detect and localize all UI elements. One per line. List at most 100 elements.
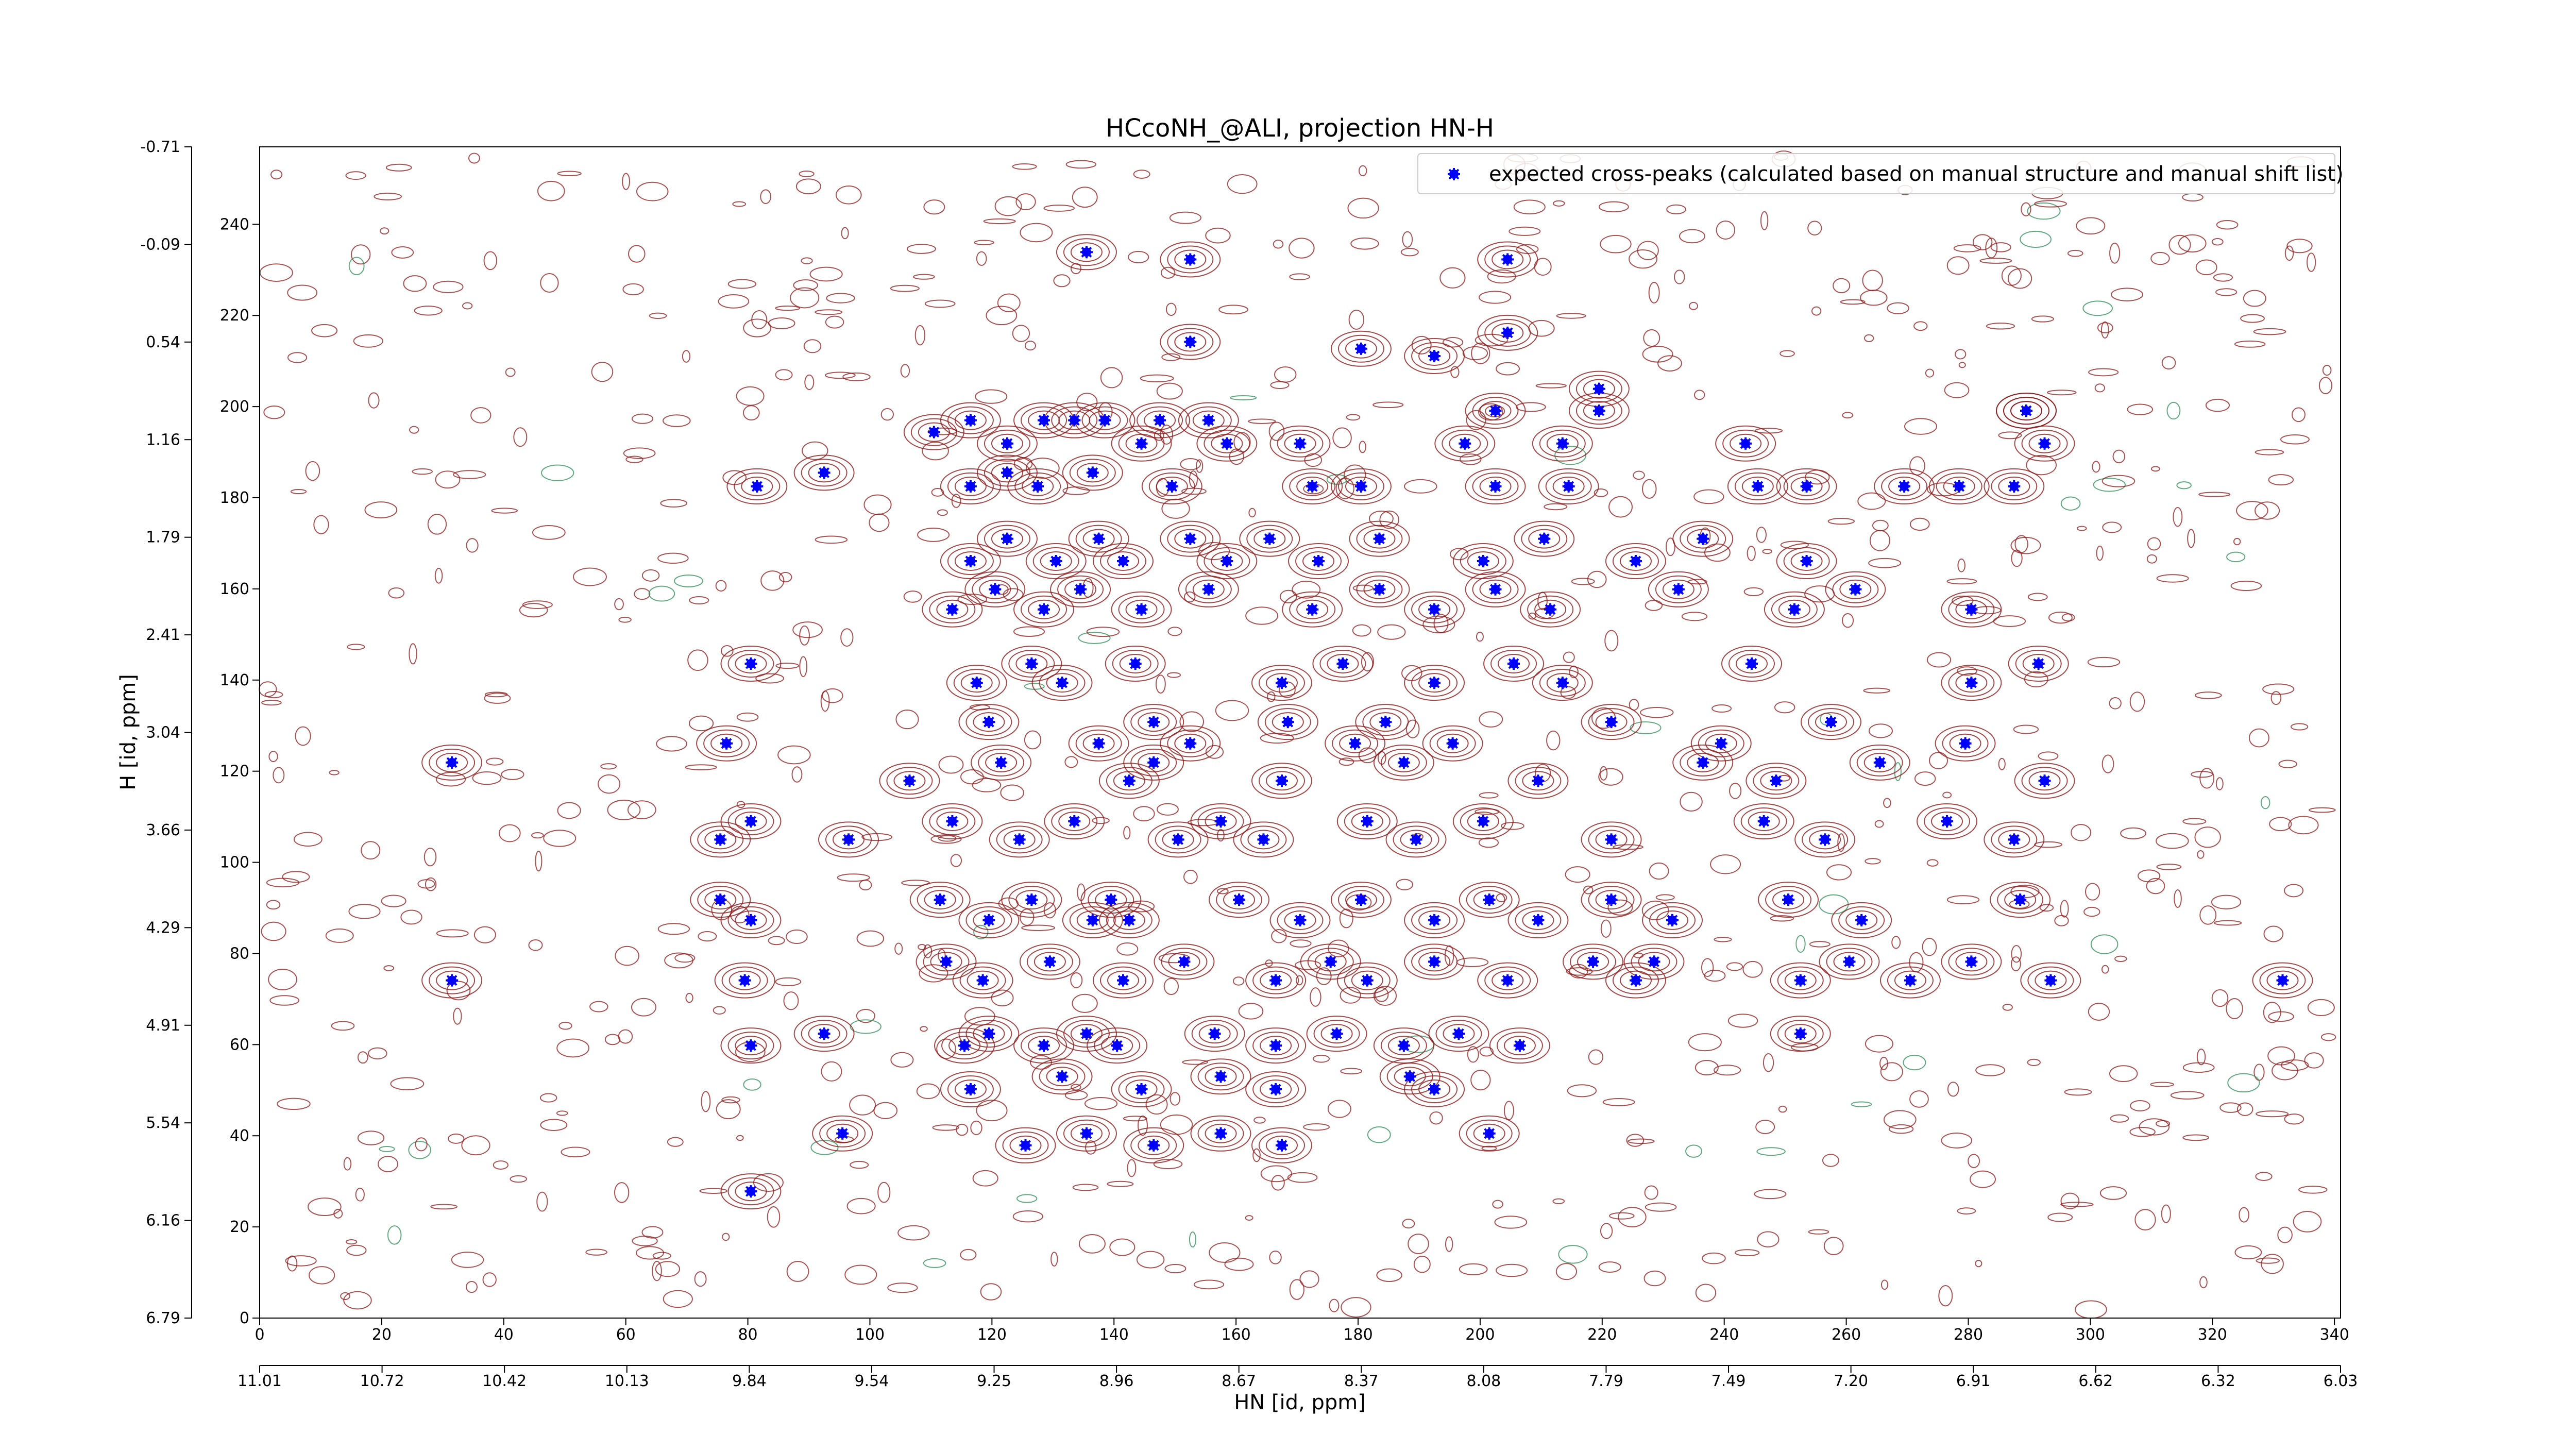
cross-peak-marker bbox=[1965, 603, 1978, 616]
noise-contour bbox=[957, 594, 988, 605]
noise-contour bbox=[2198, 492, 2231, 497]
noise-contour bbox=[983, 218, 1016, 224]
noise-contour bbox=[1795, 935, 1806, 953]
noise-contour bbox=[2194, 691, 2222, 699]
cross-peak-marker bbox=[1544, 603, 1557, 616]
peak-contour bbox=[1411, 595, 1458, 623]
noise-contour bbox=[2112, 449, 2126, 463]
noise-contour bbox=[1339, 908, 1353, 929]
y-tick-label: 140 bbox=[220, 671, 249, 689]
peak-contour bbox=[1588, 886, 1635, 914]
noise-contour bbox=[1865, 858, 1881, 865]
noise-contour bbox=[436, 929, 469, 938]
noise-contour bbox=[1347, 197, 1379, 219]
peak-contour bbox=[2021, 429, 2068, 458]
peak-contour bbox=[936, 599, 969, 619]
noise-contour bbox=[2182, 1134, 2210, 1141]
y-tick-label: 220 bbox=[220, 307, 249, 325]
peak-contour bbox=[1265, 673, 1298, 693]
noise-contour bbox=[1086, 627, 1120, 637]
peak-contour bbox=[1369, 712, 1402, 732]
peak-contour bbox=[1728, 649, 1775, 678]
noise-contour bbox=[1957, 1207, 1976, 1214]
peak-contour bbox=[1075, 525, 1122, 553]
peak-contour bbox=[1123, 744, 1184, 781]
noise-contour bbox=[541, 464, 574, 481]
cross-peak-marker bbox=[2014, 893, 2027, 906]
x-tick-label: 6.62 bbox=[2078, 1372, 2113, 1390]
noise-contour bbox=[1479, 1047, 1494, 1057]
peak-contour bbox=[1032, 547, 1079, 575]
peak-contour bbox=[1583, 379, 1615, 399]
noise-contour bbox=[1252, 1148, 1261, 1162]
cross-peak-marker bbox=[1068, 414, 1081, 427]
cross-peak-marker bbox=[1038, 1039, 1050, 1052]
noise-contour bbox=[2034, 841, 2063, 848]
peak-contour bbox=[946, 665, 1007, 701]
noise-contour bbox=[1064, 756, 1078, 768]
peak-contour bbox=[1771, 595, 1818, 623]
noise-contour bbox=[1644, 1185, 1658, 1200]
noise-contour bbox=[536, 1191, 548, 1212]
peak-contour bbox=[1192, 579, 1225, 599]
noise-contour bbox=[790, 287, 820, 309]
noise-contour bbox=[777, 745, 811, 765]
peak-contour bbox=[947, 472, 994, 500]
noise-contour bbox=[2161, 356, 2176, 370]
peak-contour bbox=[1184, 1016, 1245, 1052]
y-tick-label: 80 bbox=[230, 944, 249, 963]
peak-contour bbox=[1466, 886, 1513, 914]
peak-contour bbox=[1949, 733, 1981, 753]
cross-peak-marker bbox=[1031, 480, 1044, 493]
noise-contour bbox=[1462, 346, 1488, 361]
noise-contour bbox=[2097, 322, 2113, 333]
noise-contour bbox=[2211, 989, 2229, 1007]
x-tick-label: 7.20 bbox=[1834, 1372, 1868, 1390]
peak-contour bbox=[903, 414, 964, 450]
peak-contour bbox=[1948, 595, 1995, 623]
noise-contour bbox=[2156, 574, 2189, 583]
x-tick-label: 6.32 bbox=[2201, 1372, 2235, 1390]
noise-contour bbox=[1155, 674, 1166, 694]
peak-contour bbox=[1460, 807, 1506, 835]
noise-contour bbox=[923, 1258, 946, 1268]
peak-contour bbox=[1082, 733, 1115, 753]
noise-contour bbox=[1887, 302, 1909, 314]
cross-peak-marker bbox=[1428, 914, 1441, 926]
peak-contour bbox=[1282, 468, 1343, 504]
noise-contour bbox=[2269, 817, 2292, 832]
noise-contour bbox=[994, 196, 1022, 216]
noise-contour bbox=[1643, 1270, 1666, 1287]
noise-contour bbox=[792, 621, 823, 638]
cross-peak-marker bbox=[2276, 974, 2289, 987]
noise-contour bbox=[1015, 193, 1036, 211]
noise-contour bbox=[1630, 721, 1662, 734]
peak-contour bbox=[989, 821, 1050, 858]
cross-peak-marker bbox=[1459, 437, 1471, 450]
cross-peak-marker bbox=[1281, 716, 1294, 729]
peak-contour bbox=[953, 669, 1000, 697]
noise-contour bbox=[1755, 1120, 1775, 1134]
noise-contour bbox=[1012, 163, 1037, 170]
noise-contour bbox=[346, 1239, 358, 1245]
noise-contour bbox=[2076, 217, 2106, 235]
peak-contour bbox=[1534, 599, 1567, 619]
noise-contour bbox=[1013, 626, 1045, 637]
peak-contour bbox=[1356, 575, 1403, 603]
peak-contour bbox=[1941, 591, 2002, 628]
peak-contour bbox=[1330, 468, 1392, 504]
cross-peak-marker bbox=[842, 833, 855, 846]
cross-peak-marker bbox=[903, 774, 916, 787]
cross-peak-marker bbox=[1953, 480, 1965, 493]
noise-contour bbox=[2010, 884, 2040, 898]
legend-marker bbox=[1448, 168, 1460, 180]
noise-contour bbox=[801, 257, 813, 264]
noise-contour bbox=[1479, 711, 1503, 728]
peak-contour bbox=[1705, 733, 1737, 753]
peak-contour bbox=[1748, 811, 1780, 831]
peak-contour bbox=[726, 468, 788, 504]
peak-contour bbox=[1068, 520, 1129, 557]
peak-contour bbox=[1094, 1032, 1141, 1060]
cross-peak-marker bbox=[1257, 833, 1270, 846]
cross-peak-marker bbox=[1666, 914, 1679, 926]
